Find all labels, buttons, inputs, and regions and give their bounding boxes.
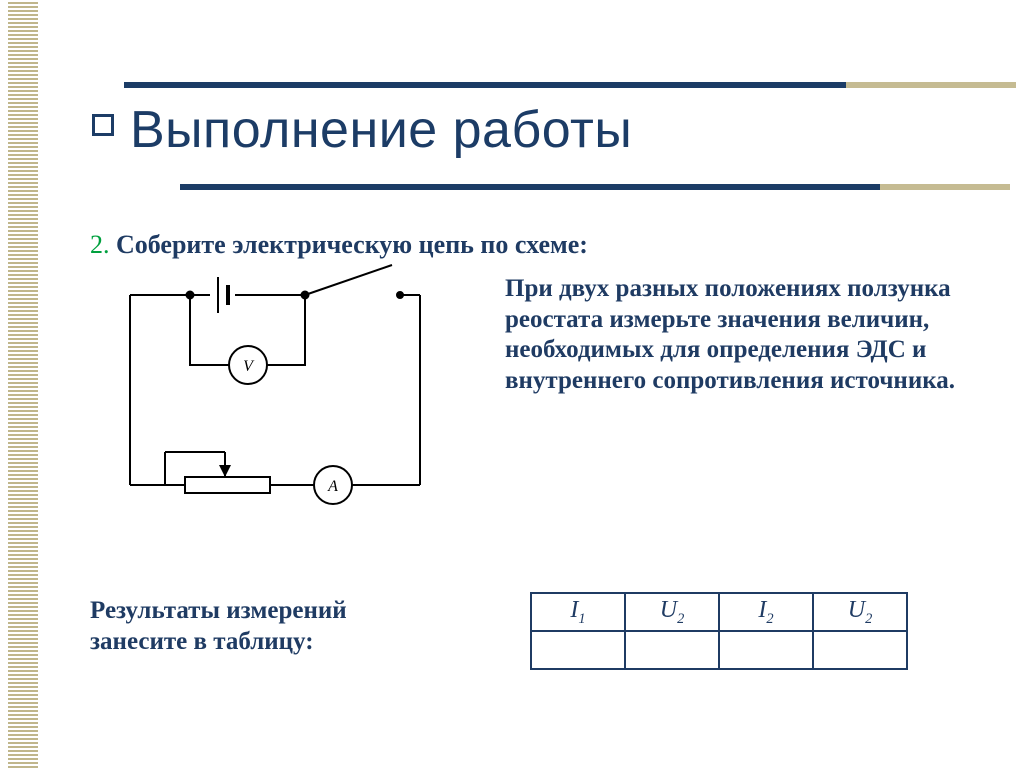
table-header-cell: I1 [531, 593, 625, 631]
slide-title: Выполнение работы [130, 100, 632, 160]
circuit-diagram: V A [70, 255, 490, 555]
table-header-cell: I2 [719, 593, 813, 631]
slide: Выполнение работы 2. Соберите электричес… [0, 0, 1024, 768]
table-row [531, 631, 907, 669]
title-rule-bottom [180, 184, 880, 190]
table-header-cell: U2 [813, 593, 907, 631]
title-rule-top [124, 82, 846, 88]
results-table: I1 U2 I2 U2 [530, 592, 908, 670]
results-caption: Результаты измерений занесите в таблицу: [90, 596, 450, 657]
table-cell [813, 631, 907, 669]
ammeter-label: A [327, 478, 338, 495]
decorative-stripe [8, 0, 38, 768]
table-cell [625, 631, 719, 669]
title-block: Выполнение работы [130, 100, 632, 160]
table-cell [531, 631, 625, 669]
table-cell [719, 631, 813, 669]
title-bullet-icon [92, 114, 114, 136]
table-header-row: I1 U2 I2 U2 [531, 593, 907, 631]
instructions-text: При двух разных положениях ползунка реос… [505, 274, 994, 396]
table-header-cell: U2 [625, 593, 719, 631]
